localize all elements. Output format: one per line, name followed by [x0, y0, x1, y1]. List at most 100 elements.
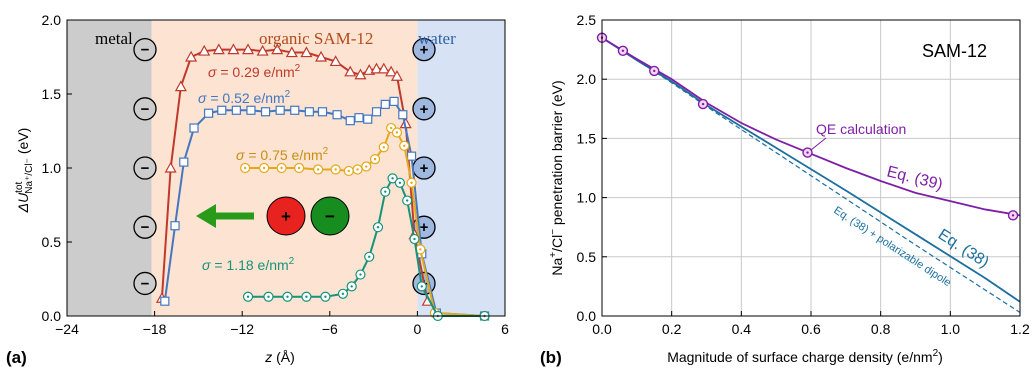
series-3 [601, 37, 1021, 303]
marker-dot [413, 237, 416, 241]
data-point [354, 113, 364, 123]
data-point [204, 108, 214, 118]
data-point [246, 105, 256, 115]
series-4 [242, 173, 490, 322]
marker-dot [356, 168, 359, 171]
series-line [601, 37, 1021, 303]
data-point [363, 114, 373, 124]
series-line [601, 37, 1021, 313]
x-tick-label: −6 [322, 321, 338, 337]
metal-charge-minus-icon: − [133, 37, 157, 62]
x-tick-label: −12 [230, 321, 254, 337]
sigma-label-075: σ = 0.75 e/nm2 [236, 146, 329, 163]
panel-b-chart: 0.0 0.2 0.4 0.6 0.8 1.0 1.20.00.51.01.52.02.5 … [540, 12, 1030, 367]
x-tick-label: −18 [143, 321, 167, 337]
data-point [231, 105, 241, 115]
anion-icon [310, 196, 350, 236]
data-point [315, 50, 328, 62]
qe-annotation: QE calculation [816, 121, 906, 137]
data-point [354, 68, 367, 80]
marker-dot [621, 49, 625, 52]
svg-text:−: − [141, 275, 150, 292]
x-tick-label: 0.6 [801, 321, 821, 337]
data-point [285, 46, 298, 58]
marker-dot [316, 168, 320, 171]
metal-charge-minus-icon: − [133, 156, 157, 180]
svg-text:+: + [420, 101, 429, 118]
marker-dot [365, 165, 368, 168]
y-tick-label: 2.5 [577, 12, 597, 28]
marker-dot [280, 166, 283, 170]
data-point [271, 43, 284, 55]
metal-charge-minus-icon: − [133, 215, 157, 239]
svg-text:+: + [420, 219, 429, 236]
marker-dot [267, 295, 270, 298]
metal-charge-minus-icon: − [133, 97, 157, 121]
y-tick-label: 0.0 [577, 308, 597, 324]
panel-a-tag: (a) [6, 348, 27, 367]
ion-pair: + − [196, 196, 350, 236]
data-point [371, 107, 382, 117]
x-tick-label: 0.8 [871, 321, 891, 337]
series-4 [601, 37, 1021, 313]
marker-dot [324, 295, 327, 298]
x-tick-label: 1.0 [941, 321, 961, 337]
qe-pointer [810, 137, 827, 151]
marker-dot [305, 295, 308, 298]
marker-dot [395, 131, 399, 134]
marker-dot [701, 102, 705, 106]
x-tick-label: 0.2 [662, 321, 682, 337]
y-tick-label: 1.5 [577, 130, 597, 146]
svg-text:+: + [420, 160, 429, 177]
data-point [385, 65, 398, 77]
marker-dot [653, 69, 656, 73]
panel-a-xlabel: z (Å) [264, 349, 295, 365]
y-tick-label: 1.5 [42, 86, 62, 102]
x-tick-label: 0 [414, 321, 422, 337]
data-point [304, 107, 314, 117]
arrow-head-icon [196, 204, 216, 228]
x-tick-label: 1.2 [1010, 321, 1030, 337]
data-point [189, 123, 199, 133]
sigma-label-118: σ = 1.18 e/nm2 [202, 256, 295, 273]
marker-dot [382, 146, 386, 149]
sam-12-label: SAM-12 [922, 41, 987, 61]
data-point [160, 296, 170, 306]
panel-b-tag: (b) [540, 348, 562, 367]
svg-text:−: − [141, 219, 150, 236]
marker-dot [373, 157, 377, 161]
marker-dot [347, 169, 350, 173]
data-point [198, 44, 211, 56]
data-point [212, 43, 225, 55]
marker-dot [246, 295, 250, 298]
data-point [344, 65, 357, 77]
water-label: water [418, 29, 456, 48]
y-tick-label: 1.0 [577, 190, 597, 206]
x-tick-label: −24 [55, 321, 79, 337]
series-1 [596, 32, 1019, 221]
x-tick-label: 0.4 [732, 321, 752, 337]
data-point [185, 50, 198, 62]
data-point [260, 107, 271, 117]
data-point [390, 70, 403, 81]
marker-dot [420, 285, 423, 288]
y-tick-label: 1.0 [42, 160, 62, 176]
data-point [174, 80, 187, 92]
metal-label: metal [95, 29, 133, 48]
marker-dot [391, 177, 394, 180]
marker-dot [376, 226, 380, 229]
data-point [345, 116, 355, 126]
data-point [332, 110, 342, 120]
marker-dot [286, 295, 289, 298]
series-2 [160, 96, 490, 321]
y-tick-label: 0.5 [42, 234, 62, 250]
y-tick-label: 2.0 [577, 71, 597, 87]
marker-dot [405, 199, 409, 202]
sigma-label-052: σ = 0.52 e/nm2 [198, 89, 291, 106]
marker-dot [806, 151, 809, 154]
marker-dot [403, 144, 406, 147]
panel-a-ylabel: ΔUtotNa⁺/Cl⁻(eV) [14, 128, 35, 214]
cation-sign: + [281, 207, 291, 226]
series-3 [240, 122, 490, 322]
